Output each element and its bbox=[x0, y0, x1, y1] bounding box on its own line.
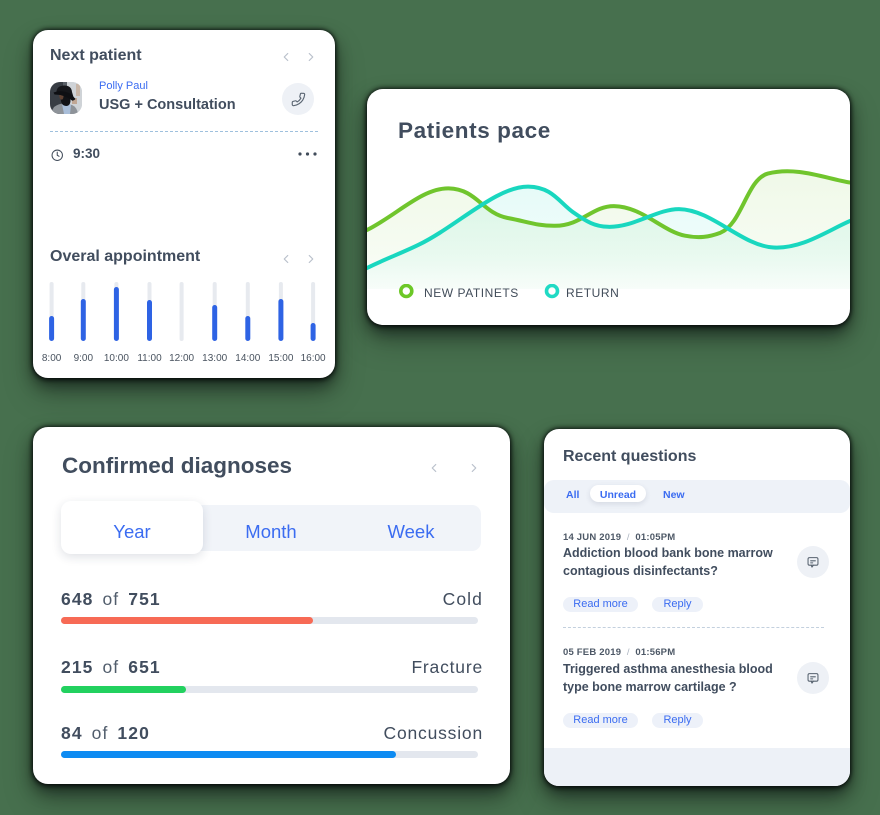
svg-text:11:00: 11:00 bbox=[137, 353, 162, 364]
svg-text:NEW PATINETS: NEW PATINETS bbox=[424, 286, 519, 300]
svg-text:14:00: 14:00 bbox=[235, 353, 260, 364]
svg-text:15:00: 15:00 bbox=[268, 353, 293, 364]
svg-text:RETURN: RETURN bbox=[566, 286, 619, 300]
svg-text:10:00: 10:00 bbox=[104, 353, 129, 364]
svg-text:12:00: 12:00 bbox=[169, 353, 194, 364]
svg-text:16:00: 16:00 bbox=[301, 353, 326, 364]
svg-text:13:00: 13:00 bbox=[202, 353, 227, 364]
svg-text:9:00: 9:00 bbox=[74, 353, 94, 364]
svg-text:8:00: 8:00 bbox=[42, 353, 62, 364]
